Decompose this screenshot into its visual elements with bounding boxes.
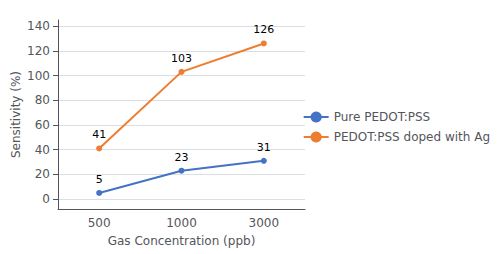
svg-text:Gas Concentration (ppb): Gas Concentration (ppb) [108, 234, 256, 248]
svg-text:60: 60 [35, 118, 50, 132]
svg-text:120: 120 [27, 44, 50, 58]
svg-text:40: 40 [35, 143, 50, 157]
svg-text:80: 80 [35, 93, 50, 107]
svg-text:103: 103 [171, 52, 192, 65]
svg-text:Pure PEDOT:PSS: Pure PEDOT:PSS [334, 110, 431, 124]
svg-text:41: 41 [92, 128, 106, 141]
svg-text:Sensitivity (%): Sensitivity (%) [9, 71, 23, 158]
svg-text:20: 20 [35, 167, 50, 181]
svg-text:3000: 3000 [249, 216, 280, 230]
svg-text:100: 100 [27, 69, 50, 83]
svg-text:126: 126 [253, 23, 274, 36]
svg-text:0: 0 [42, 192, 50, 206]
svg-text:5: 5 [96, 173, 103, 186]
svg-text:1000: 1000 [166, 216, 197, 230]
svg-text:23: 23 [175, 151, 189, 164]
svg-text:31: 31 [257, 141, 271, 154]
svg-text:140: 140 [27, 19, 50, 33]
svg-text:PEDOT:PSS doped with Ag: PEDOT:PSS doped with Ag [334, 130, 490, 144]
svg-text:500: 500 [88, 216, 111, 230]
